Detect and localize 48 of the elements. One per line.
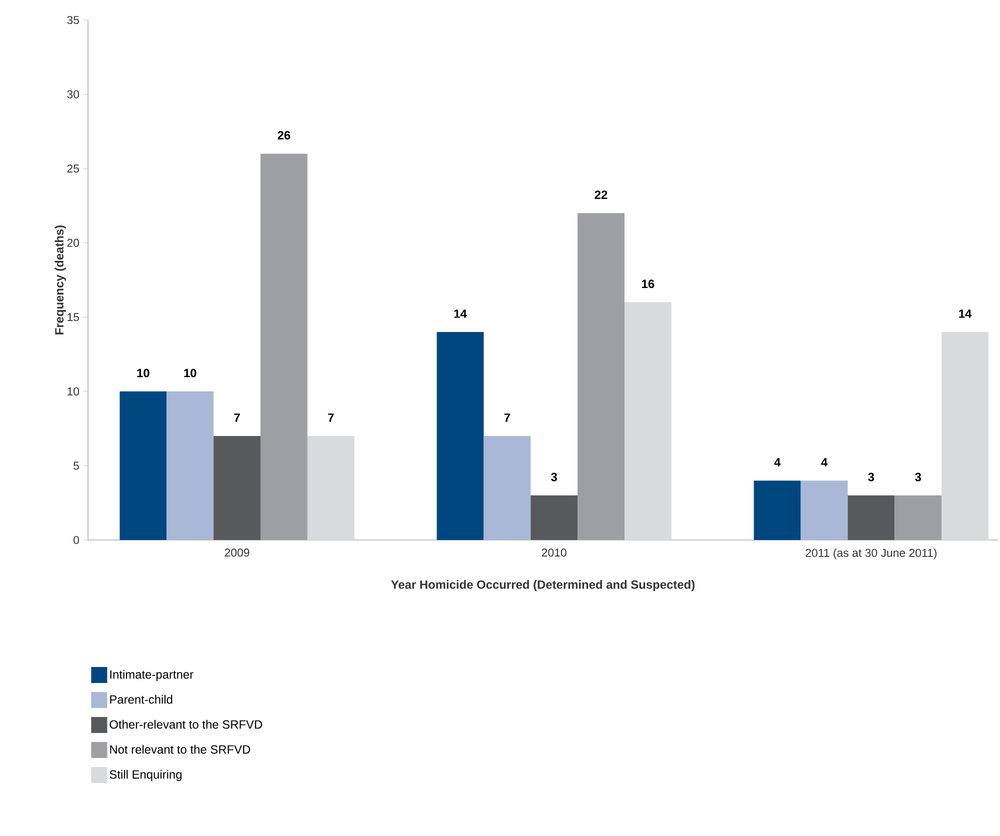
bar (942, 332, 988, 540)
bar (848, 495, 895, 540)
bar (530, 495, 578, 540)
y-tick-label: 5 (74, 462, 79, 470)
y-axis-title: Frequency (deaths) (54, 225, 66, 334)
data-label: 14 (454, 310, 467, 318)
legend-label: Not relevant to the SRFVD (110, 744, 250, 754)
data-label: 4 (774, 458, 781, 466)
data-label: 3 (551, 472, 557, 482)
bar (214, 436, 260, 540)
bar (800, 480, 848, 540)
legend-label: Still Enquiring (110, 770, 182, 782)
bar (166, 391, 214, 540)
bar (484, 436, 531, 540)
data-label: 3 (915, 472, 922, 482)
data-label: 7 (504, 414, 510, 422)
data-label: 3 (868, 472, 874, 482)
bar (624, 302, 672, 540)
data-label: 7 (234, 414, 240, 422)
bar (120, 391, 167, 540)
data-label: 7 (328, 414, 334, 422)
data-label: 26 (278, 131, 290, 140)
y-tick-label: 10 (68, 387, 80, 396)
x-tick-label: 2009 (224, 548, 250, 557)
bar (578, 213, 624, 540)
y-tick-label: 30 (67, 90, 80, 98)
x-tick-label: 2011 (as at 30 June 2011) (806, 548, 936, 560)
data-label: 14 (959, 310, 972, 318)
bar (307, 436, 354, 540)
y-tick-label: 25 (67, 164, 79, 173)
legend-label: Parent-child (110, 694, 172, 704)
x-axis-title: Year Homicide Occurred (Determined and Suspected) (391, 580, 695, 592)
y-tick-label: 20 (67, 238, 80, 247)
bar (894, 495, 942, 540)
data-label: 10 (184, 368, 196, 378)
y-tick-label: 0 (74, 536, 80, 544)
bar (436, 332, 484, 540)
data-label: 22 (594, 190, 608, 199)
legend-label: Other-relevant to the SRFVD (110, 720, 262, 729)
data-label: 4 (821, 458, 828, 466)
legend-label: Intimate-partner (110, 670, 194, 682)
bar (754, 480, 801, 540)
y-tick-label: 35 (67, 16, 79, 24)
data-label: 10 (137, 368, 150, 378)
bar (260, 154, 308, 540)
x-tick-label: 2010 (542, 548, 566, 557)
data-label: 16 (642, 280, 654, 288)
y-tick-label: 15 (68, 313, 79, 322)
